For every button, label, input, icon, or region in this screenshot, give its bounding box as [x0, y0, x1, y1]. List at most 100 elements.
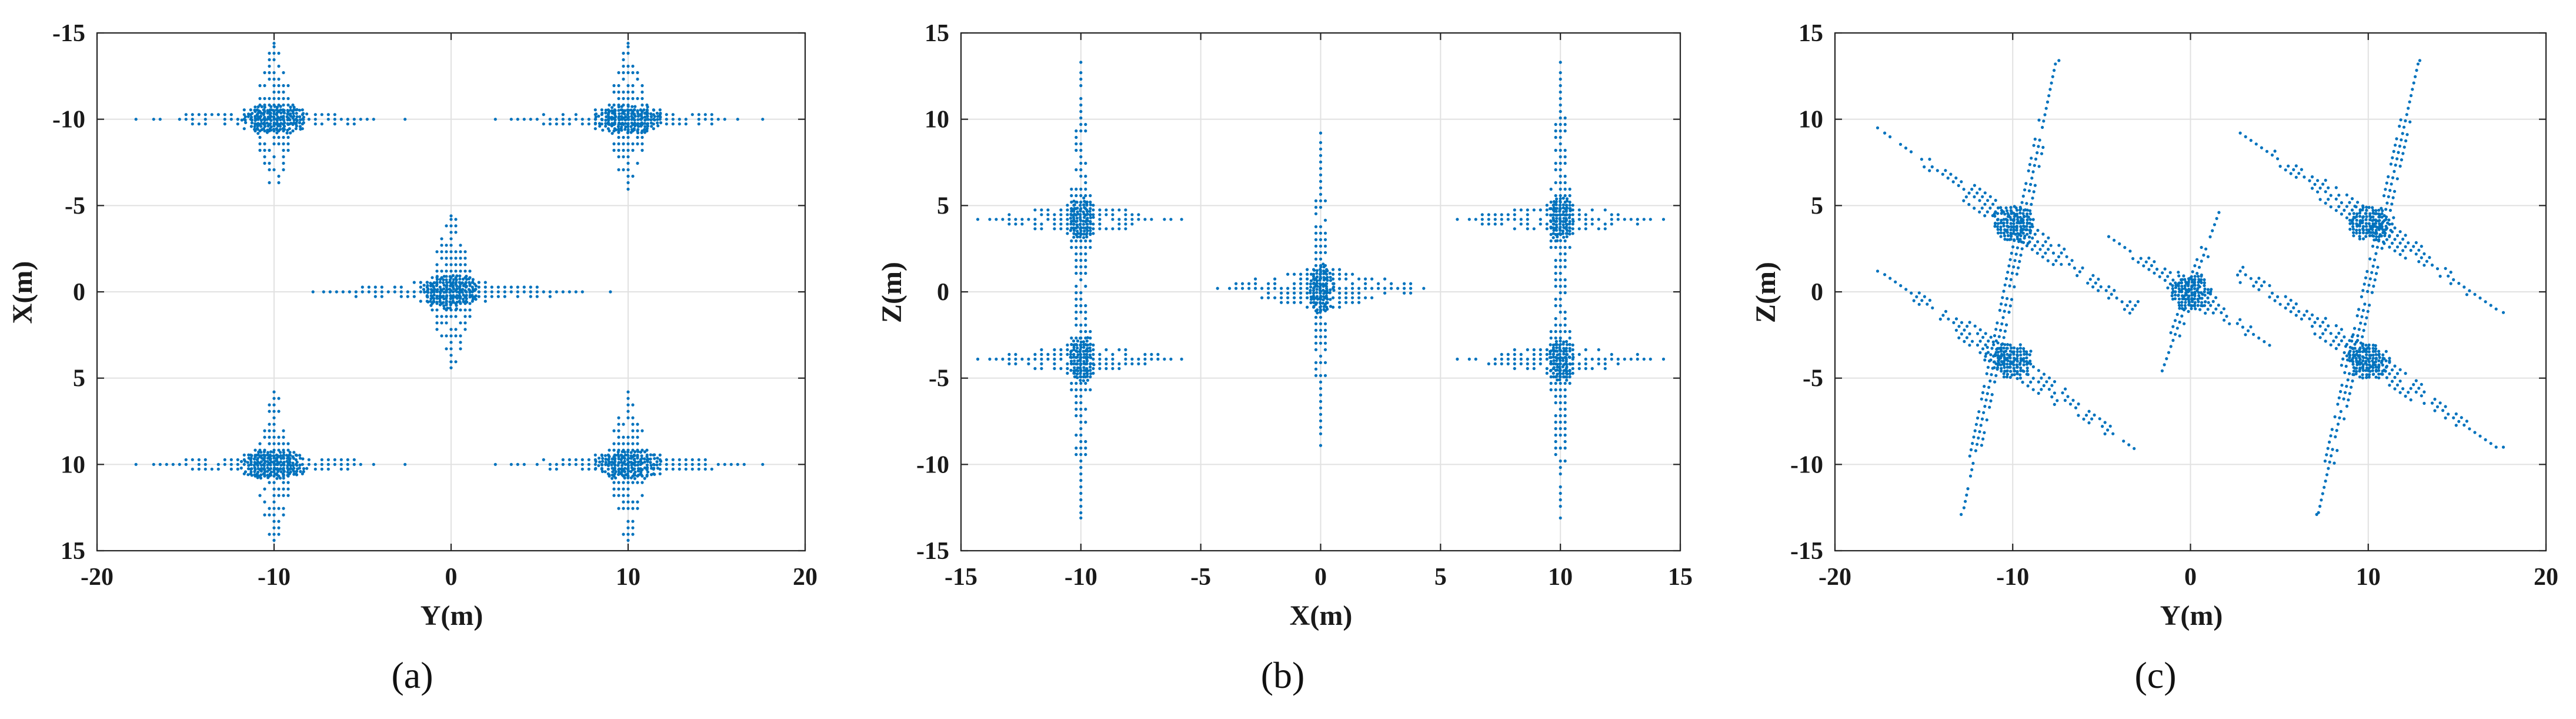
data-point [1314, 315, 1318, 319]
data-point [2371, 234, 2374, 238]
data-point [1559, 278, 1562, 282]
data-point [2294, 314, 2298, 317]
data-point [2265, 149, 2269, 153]
data-point [2190, 294, 2194, 297]
data-point [1603, 362, 1607, 366]
data-point [440, 250, 443, 254]
data-point [2316, 179, 2320, 182]
data-point [631, 429, 635, 432]
data-point [2053, 391, 2056, 395]
data-point [640, 84, 644, 88]
data-point [459, 308, 462, 312]
data-point [2040, 152, 2044, 155]
data-point [451, 281, 455, 285]
data-point [302, 467, 306, 471]
data-point [509, 285, 513, 289]
data-point [440, 321, 443, 325]
data-point [249, 463, 253, 467]
data-point [2447, 412, 2450, 416]
data-point [542, 458, 545, 461]
data-point [1996, 350, 2000, 354]
data-point [1888, 135, 1892, 139]
data-point [1545, 348, 1549, 352]
data-point [286, 494, 290, 497]
data-point [2374, 349, 2377, 353]
data-point [1020, 222, 1024, 226]
data-point [463, 328, 467, 331]
data-point [631, 520, 635, 523]
data-point [277, 64, 281, 68]
data-point [1996, 363, 2000, 367]
data-point [2006, 271, 2010, 274]
data-point [626, 187, 630, 191]
data-point [1564, 349, 1568, 353]
data-point [1986, 365, 1990, 369]
data-point [2153, 271, 2156, 275]
data-point [1999, 357, 2003, 360]
data-point [2003, 212, 2007, 216]
data-point [1563, 433, 1567, 437]
data-point [580, 122, 584, 126]
data-point [604, 118, 608, 122]
data-point [471, 281, 475, 284]
data-point [1069, 350, 1073, 354]
data-point [1130, 362, 1134, 366]
data-point [1070, 226, 1073, 230]
data-point [2012, 225, 2016, 228]
data-point [449, 250, 453, 254]
data-point [1089, 388, 1092, 392]
data-point [463, 321, 467, 325]
data-point [626, 507, 630, 510]
data-point [1558, 346, 1561, 349]
data-point [2015, 225, 2018, 228]
data-point [2026, 222, 2029, 225]
data-point [1983, 214, 1987, 218]
data-point [639, 470, 643, 474]
data-point [1549, 352, 1552, 356]
data-point [703, 113, 707, 116]
data-point [348, 290, 351, 294]
data-point [2125, 304, 2129, 307]
data-point [2012, 360, 2016, 364]
data-point [1513, 348, 1516, 352]
data-point [1571, 232, 1574, 235]
data-point [260, 467, 263, 470]
data-point [1409, 291, 1413, 295]
data-point [1590, 367, 1594, 371]
data-point [1319, 361, 1323, 364]
data-point [1072, 345, 1076, 349]
data-point [2037, 369, 2040, 372]
data-point [1917, 291, 1921, 295]
y-tick-label: 10 [61, 451, 85, 478]
data-point [1089, 362, 1092, 365]
data-point [346, 122, 349, 126]
data-point [435, 263, 439, 267]
data-point [426, 291, 430, 294]
data-point [622, 494, 625, 497]
data-point [263, 118, 267, 122]
data-point [2320, 498, 2323, 502]
data-point [2011, 245, 2015, 249]
data-point [1559, 414, 1562, 418]
data-point [1072, 232, 1076, 235]
data-point [339, 458, 343, 461]
data-point [1066, 348, 1069, 352]
data-point [1280, 296, 1283, 299]
data-point [1082, 343, 1086, 347]
data-point [2008, 258, 2012, 261]
data-point [2412, 383, 2415, 387]
data-point [272, 115, 276, 119]
data-point [268, 168, 271, 172]
data-point [272, 45, 276, 49]
data-point [191, 458, 194, 461]
data-point [272, 507, 276, 510]
data-point [561, 458, 565, 461]
data-point [1319, 272, 1322, 276]
data-point [1562, 347, 1566, 350]
data-point [1539, 218, 1542, 221]
data-point [612, 142, 616, 146]
data-point [1566, 232, 1569, 235]
data-point [1059, 227, 1063, 231]
data-point [2318, 198, 2322, 201]
data-point [1040, 213, 1043, 217]
